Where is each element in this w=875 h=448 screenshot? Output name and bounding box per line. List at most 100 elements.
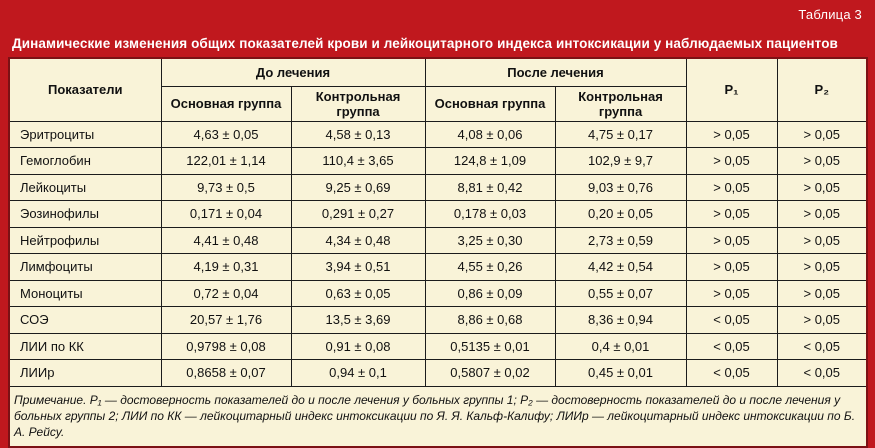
cell-after-control-group: 4,42 ± 0,54 [554,253,687,281]
table-row: Лейкоциты 9,73 ± 0,5 9,25 ± 0,69 8,81 ± … [8,173,868,201]
table-row: Нейтрофилы 4,41 ± 0,48 4,34 ± 0,48 3,25 … [8,226,868,254]
cell-after-main-group: 124,8 ± 1,09 [424,147,556,175]
cell-p2-value: > 0,05 [776,147,868,175]
page-title: Динамические изменения общих показателей… [12,36,838,51]
blood-indicators-table: Показатели До лечения После лечения P₁ P… [8,57,869,448]
cell-p2-value: > 0,05 [776,226,868,254]
table-row: Эозинофилы 0,171 ± 0,04 0,291 ± 0,27 0,1… [8,200,868,228]
col-header-after-main-group: Основная группа [424,85,556,122]
cell-after-main-group: 8,81 ± 0,42 [424,173,556,201]
cell-before-control-group: 0,94 ± 0,1 [290,359,426,387]
cell-after-control-group: 102,9 ± 9,7 [554,147,687,175]
cell-after-control-group: 2,73 ± 0,59 [554,226,687,254]
cell-p2-value: < 0,05 [776,359,868,387]
cell-p2-value: > 0,05 [776,253,868,281]
cell-p2-value: > 0,05 [776,120,868,148]
note-row: Примечание. P₁ — достоверность показател… [8,385,868,448]
cell-after-main-group: 8,86 ± 0,68 [424,306,556,334]
cell-p2-value: < 0,05 [776,332,868,360]
row-indicator-label: Лейкоциты [8,173,162,201]
cell-p1-value: < 0,05 [685,332,778,360]
table-body: Эритроциты 4,63 ± 0,05 4,58 ± 0,13 4,08 … [8,120,868,387]
cell-before-main-group: 0,9798 ± 0,08 [160,332,292,360]
col-header-before-control-group: Контрольная группа [290,85,426,122]
cell-before-control-group: 4,34 ± 0,48 [290,226,426,254]
col-header-p1: P₁ [685,57,778,122]
header-row-groups: Показатели До лечения После лечения P₁ P… [8,57,868,122]
cell-after-main-group: 4,55 ± 0,26 [424,253,556,281]
cell-p2-value: > 0,05 [776,279,868,307]
cell-after-control-group: 0,55 ± 0,07 [554,279,687,307]
cell-before-control-group: 0,91 ± 0,08 [290,332,426,360]
table-row: Лимфоциты 4,19 ± 0,31 3,94 ± 0,51 4,55 ±… [8,253,868,281]
cell-after-main-group: 4,08 ± 0,06 [424,120,556,148]
col-header-before-main-group: Основная группа [160,85,292,122]
table-row: ЛИИр 0,8658 ± 0,07 0,94 ± 0,1 0,5807 ± 0… [8,359,868,387]
header-band: Таблица 3 Динамические изменения общих п… [8,0,867,57]
cell-p1-value: > 0,05 [685,200,778,228]
cell-p1-value: > 0,05 [685,253,778,281]
cell-after-control-group: 9,03 ± 0,76 [554,173,687,201]
cell-before-control-group: 9,25 ± 0,69 [290,173,426,201]
cell-after-control-group: 8,36 ± 0,94 [554,306,687,334]
table-row: Гемоглобин 122,01 ± 1,14 110,4 ± 3,65 12… [8,147,868,175]
row-indicator-label: Лимфоциты [8,253,162,281]
cell-before-main-group: 0,171 ± 0,04 [160,200,292,228]
cell-after-control-group: 0,4 ± 0,01 [554,332,687,360]
cell-p1-value: > 0,05 [685,120,778,148]
cell-p1-value: > 0,05 [685,147,778,175]
cell-p2-value: > 0,05 [776,200,868,228]
row-indicator-label: ЛИИр [8,359,162,387]
table-number-label: Таблица 3 [798,7,862,22]
cell-before-main-group: 20,57 ± 1,76 [160,306,292,334]
cell-before-control-group: 110,4 ± 3,65 [290,147,426,175]
cell-after-main-group: 3,25 ± 0,30 [424,226,556,254]
cell-before-main-group: 0,8658 ± 0,07 [160,359,292,387]
table-row: ЛИИ по КК 0,9798 ± 0,08 0,91 ± 0,08 0,51… [8,332,868,360]
cell-before-main-group: 4,19 ± 0,31 [160,253,292,281]
cell-p1-value: > 0,05 [685,279,778,307]
cell-before-control-group: 13,5 ± 3,69 [290,306,426,334]
row-indicator-label: Нейтрофилы [8,226,162,254]
cell-before-control-group: 0,291 ± 0,27 [290,200,426,228]
table-card: Таблица 3 Динамические изменения общих п… [8,0,869,448]
cell-before-main-group: 0,72 ± 0,04 [160,279,292,307]
cell-after-main-group: 0,5135 ± 0,01 [424,332,556,360]
row-indicator-label: Эритроциты [8,120,162,148]
col-header-after-control-group: Контрольная группа [554,85,687,122]
table-note: Примечание. P₁ — достоверность показател… [8,385,868,448]
cell-p2-value: > 0,05 [776,306,868,334]
cell-before-main-group: 9,73 ± 0,5 [160,173,292,201]
table-row: Моноциты 0,72 ± 0,04 0,63 ± 0,05 0,86 ± … [8,279,868,307]
cell-p1-value: > 0,05 [685,173,778,201]
row-indicator-label: СОЭ [8,306,162,334]
cell-before-control-group: 4,58 ± 0,13 [290,120,426,148]
cell-after-control-group: 0,45 ± 0,01 [554,359,687,387]
col-header-p2: P₂ [776,57,868,122]
table-footer: Примечание. P₁ — достоверность показател… [8,385,868,448]
row-indicator-label: Эозинофилы [8,200,162,228]
row-indicator-label: Моноциты [8,279,162,307]
cell-before-main-group: 122,01 ± 1,14 [160,147,292,175]
cell-before-control-group: 0,63 ± 0,05 [290,279,426,307]
cell-before-main-group: 4,63 ± 0,05 [160,120,292,148]
cell-after-control-group: 4,75 ± 0,17 [554,120,687,148]
cell-after-control-group: 0,20 ± 0,05 [554,200,687,228]
table-row: СОЭ 20,57 ± 1,76 13,5 ± 3,69 8,86 ± 0,68… [8,306,868,334]
table-header: Показатели До лечения После лечения P₁ P… [8,57,868,122]
cell-after-main-group: 0,86 ± 0,09 [424,279,556,307]
cell-p2-value: > 0,05 [776,173,868,201]
row-indicator-label: Гемоглобин [8,147,162,175]
cell-p1-value: < 0,05 [685,306,778,334]
cell-after-main-group: 0,178 ± 0,03 [424,200,556,228]
col-header-before-treatment: До лечения [160,57,426,87]
cell-p1-value: < 0,05 [685,359,778,387]
cell-before-control-group: 3,94 ± 0,51 [290,253,426,281]
cell-before-main-group: 4,41 ± 0,48 [160,226,292,254]
col-header-after-treatment: После лечения [424,57,687,87]
col-header-indicators: Показатели [8,57,162,122]
cell-after-main-group: 0,5807 ± 0,02 [424,359,556,387]
row-indicator-label: ЛИИ по КК [8,332,162,360]
cell-p1-value: > 0,05 [685,226,778,254]
header-row-subgroups: Основная группа Контрольная группа Основ… [9,85,867,122]
